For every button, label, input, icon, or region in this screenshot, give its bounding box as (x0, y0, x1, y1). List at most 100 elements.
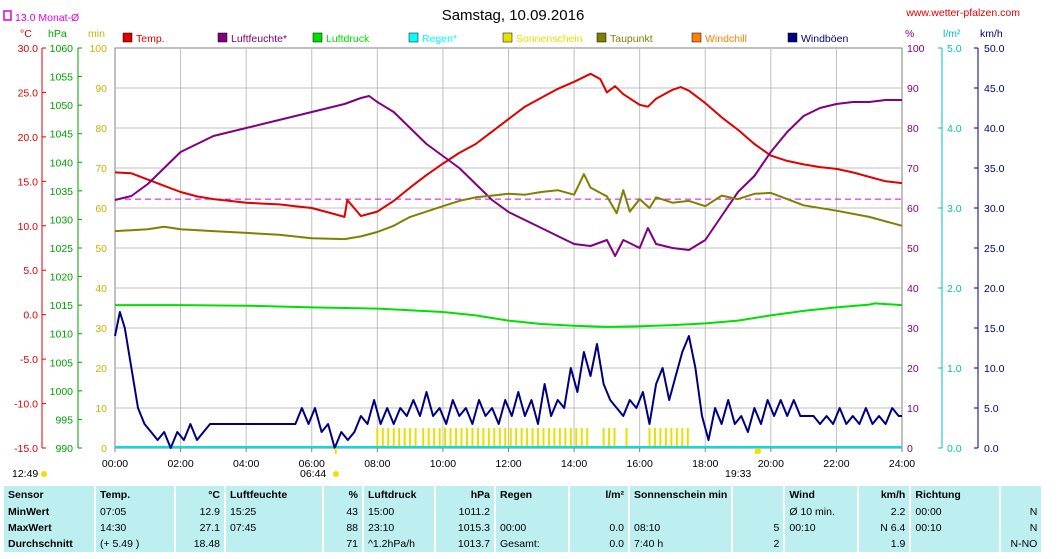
stats-cell: 15:00 (364, 504, 434, 520)
stats-cell: 0.0 (570, 520, 628, 536)
humidity-tick-label: 80 (907, 123, 919, 135)
legend-swatch (312, 32, 323, 43)
temp-tick-label: 25.0 (18, 87, 39, 99)
legend-label: Windchill (705, 33, 747, 45)
sunshine-bar (653, 428, 656, 448)
sunshine-bars (376, 428, 689, 448)
sunshine-bar (398, 428, 401, 448)
pressure-tick-label: 1010 (50, 329, 74, 341)
stats-cell: 00:10 (785, 520, 858, 536)
stats-cell: hPa (436, 486, 494, 504)
stats-cell: ^1.2hPa/h (364, 536, 434, 552)
source-link[interactable]: www.wetter-pfalzen.com (905, 7, 1020, 19)
rain-unit-label: l/m² (943, 28, 961, 40)
stats-cell: Luftdruck (364, 486, 434, 504)
wind-tick-label: 25.0 (984, 243, 1005, 255)
wind-tick-label: 0.0 (984, 443, 999, 455)
sunshine-bar (547, 428, 550, 448)
wind-tick-label: 15.0 (984, 323, 1005, 335)
wind-tick-label: 10.0 (984, 363, 1005, 375)
stats-cell: Sonnenschein min (630, 486, 732, 504)
stats-cell: Wind (785, 486, 858, 504)
humidity-tick-label: 40 (907, 283, 919, 295)
minutes-tick-label: 90 (95, 83, 107, 95)
wind-tick-label: 40.0 (984, 123, 1005, 135)
sunshine-bar (613, 428, 616, 448)
sunshine-bar (526, 428, 529, 448)
x-tick-label: 08:00 (364, 458, 390, 470)
stats-cell: (+ 5.49 ) (96, 536, 174, 552)
sunshine-bar (509, 428, 512, 448)
humidity-tick-label: 20 (907, 363, 919, 375)
legend-swatch (787, 32, 798, 43)
stats-cell (911, 536, 1000, 552)
humidity-tick-label: 10 (907, 403, 919, 415)
stats-cell (570, 504, 628, 520)
sunshine-bar (586, 428, 589, 448)
stats-cell: 5 (733, 520, 784, 536)
stats-row: MinWert 07:05 12.9 15:25 43 15:00 1011.2 Ø 10 m… (4, 504, 1042, 520)
legend-swatch (502, 32, 513, 43)
stats-cell: Richtung (911, 486, 1000, 504)
sunshine-bar (403, 428, 406, 448)
stats-cell (630, 504, 732, 520)
sunshine-bar (575, 428, 578, 448)
stats-cell: 14:30 (96, 520, 174, 536)
sunshine-bar (422, 428, 425, 448)
pressure-tick-label: 1025 (50, 243, 74, 255)
wind-tick-label: 5.0 (984, 403, 999, 415)
minutes-tick-label: 60 (95, 203, 107, 215)
sunshine-bar (648, 428, 651, 448)
x-tick-label: 24:00 (889, 458, 915, 470)
x-tick-label: 16:00 (627, 458, 653, 470)
series (114, 72, 903, 449)
humidity-tick-label: 30 (907, 323, 919, 335)
weather-chart: Samstag, 10.09.2016 www.wetter-pfalzen.c… (3, 7, 1020, 480)
sunrise-time: 06:44 (300, 468, 326, 480)
rain-tick-label: 0.0 (947, 443, 962, 455)
sunshine-bar (659, 428, 662, 448)
sunshine-bar (433, 428, 436, 448)
statistics-table: Sensor Temp. °C Luftfeuchte% Luftdruck hPa Reg… (0, 486, 1058, 559)
humidity-line (114, 95, 902, 257)
minutes-unit-label: min (88, 28, 105, 40)
sunshine-bar (409, 428, 412, 448)
minutes-tick-label: 50 (95, 243, 107, 255)
x-tick-label: 20:00 (758, 458, 784, 470)
minutes-tick-label: 0 (101, 443, 107, 455)
sunshine-bar (414, 428, 417, 448)
minutes-tick-label: 10 (95, 403, 107, 415)
wind-tick-label: 30.0 (984, 203, 1005, 215)
legend-label: Regen* (422, 33, 457, 45)
stats-cell: N (1001, 504, 1042, 520)
sunshine-bar (569, 428, 572, 448)
legend-label: Luftfeuchte* (231, 33, 287, 45)
pressure-tick-label: 1035 (50, 186, 74, 198)
stats-cell: Durchschnitt (4, 536, 94, 552)
sunset-icon (755, 448, 761, 454)
wind-tick-label: 20.0 (984, 283, 1005, 295)
sunshine-bar (504, 428, 507, 448)
stats-cell: Regen (496, 486, 568, 504)
temp-tick-label: 10.0 (18, 221, 39, 233)
stats-cell: Luftfeuchte (226, 486, 322, 504)
temp-tick-label: -5.0 (20, 354, 38, 366)
stats-cell: Ø 10 min. (785, 504, 858, 520)
humidity-tick-label: 50 (907, 243, 919, 255)
legend-label: Taupunkt (610, 33, 653, 45)
stats-cell: 71 (324, 536, 362, 552)
x-tick-label: 10:00 (430, 458, 456, 470)
x-tick-label: 00:00 (102, 458, 128, 470)
sunshine-bar (686, 428, 689, 448)
stats-cell (226, 536, 322, 552)
stats-cell: 07:05 (96, 504, 174, 520)
x-tick-label: 04:00 (233, 458, 259, 470)
humidity-tick-label: 0 (907, 443, 913, 455)
pressure-unit-label: hPa (48, 28, 67, 40)
monthly-avg-label: 13.0 Monat-Ø (15, 12, 79, 24)
sunshine-bar (608, 428, 611, 448)
stats-cell: 2.2 (859, 504, 910, 520)
x-tick-label: 18:00 (692, 458, 718, 470)
temp-tick-label: 5.0 (23, 265, 38, 277)
sunshine-bar (558, 428, 561, 448)
